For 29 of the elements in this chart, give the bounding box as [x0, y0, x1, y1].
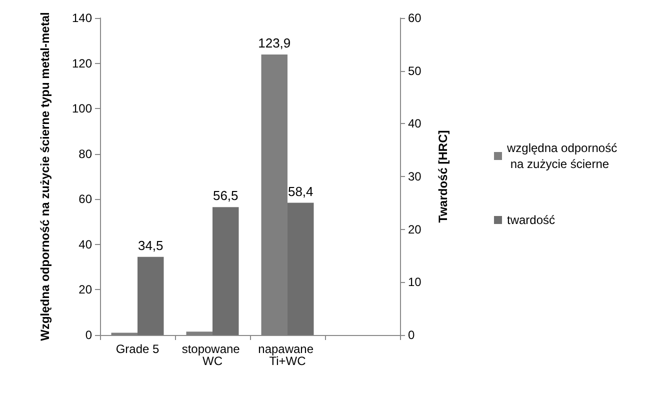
data-label: 34,5: [138, 238, 164, 253]
y-tick-label: 120: [72, 56, 92, 70]
y-tick-label: 80: [78, 146, 92, 161]
x-tick-label: Grade 5: [116, 342, 160, 356]
y-tick-label: 0: [85, 328, 92, 342]
y2-tick-label: 0: [408, 328, 415, 342]
y2-tick-label: 10: [408, 275, 422, 290]
y-axis-title: Względna odporność na zużycie ścierne typu metal-metal: [38, 12, 52, 341]
y2-axis-title: Twardość [HRC]: [436, 130, 450, 223]
bar: [288, 202, 314, 335]
x-tick-label: stopowane WC: [182, 342, 244, 368]
data-label: 58,4: [288, 184, 314, 199]
y2-tick-label: 30: [408, 170, 422, 184]
y2-tick-label: 50: [408, 64, 422, 78]
y-tick-label: 140: [72, 11, 92, 25]
legend-label: względna odporność na zużycie ścierne: [506, 141, 618, 171]
data-label: 56,5: [212, 188, 238, 204]
y-tick-label: 100: [72, 102, 92, 116]
bar: [138, 256, 164, 335]
bar: [212, 207, 239, 335]
y-tick-label: 60: [78, 192, 92, 206]
y-tick-label: 20: [78, 282, 92, 297]
legend-label: twardość: [507, 213, 556, 227]
y2-tick-label: 60: [408, 11, 422, 25]
x-tick-label: napawane Ti+WC: [258, 342, 317, 368]
data-label: 123,9: [258, 35, 291, 50]
y-tick-label: 40: [78, 237, 92, 252]
y2-tick-label: 40: [408, 116, 422, 131]
y2-tick-label: 20: [408, 222, 422, 236]
